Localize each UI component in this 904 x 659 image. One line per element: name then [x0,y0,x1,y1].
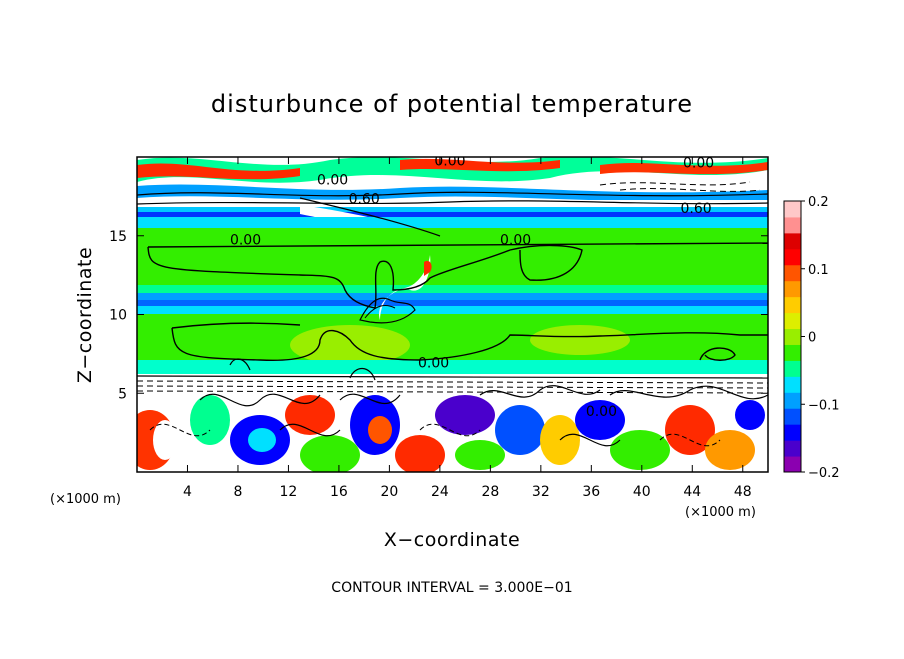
colorbar-segment [784,232,801,250]
colorbar-segment [784,424,801,441]
y-axis-title: Z−coordinate [74,247,96,383]
y-axis-ticks: 5 10 15 [109,229,768,402]
x-tick-label: 36 [582,484,600,500]
colorbar-segment [784,280,801,298]
x-tick-label: 8 [233,484,242,500]
x-tick-label: 20 [380,484,398,500]
x-axis-ticks: 4 8 12 16 20 24 28 32 36 40 44 48 [183,157,752,500]
colorbar-tick-label: −0.1 [808,398,840,413]
contour-label: 0.00 [418,355,449,371]
contour-label: 0.00 [586,404,617,420]
colorbar-tick-label: 0.1 [808,263,829,278]
x-tick-label: 12 [280,484,298,500]
x-tick-label: 44 [683,484,701,500]
colorbar-segment [784,248,801,266]
colorbar-segment [784,312,801,330]
chart-title: disturbunce of potential temperature [211,90,693,118]
colorbar-segment [784,360,801,377]
colorbar-segment [784,376,801,393]
x-unit-left-label: (×1000 m) [50,492,121,507]
contour-interval-note: CONTOUR INTERVAL = 3.000E−01 [331,580,572,596]
colorbar-segment [784,392,801,409]
x-tick-label: 32 [532,484,550,500]
x-tick-label: 48 [734,484,752,500]
colorbar-segment [784,216,801,234]
colorbar-segment [784,328,801,345]
colorbar-segment [784,201,801,218]
contour-labels: 0.000.000.000.600.600.00 0.000.000.00 [230,154,714,420]
y-tick-label: 5 [118,386,127,402]
contour-label: 0.00 [683,155,714,171]
contour-label: 0.00 [317,173,348,189]
contour-label: 0.00 [500,232,531,248]
x-axis-title: X−coordinate [384,529,520,551]
x-tick-label: 28 [481,484,499,500]
colorbar-tick-label: 0.2 [808,195,829,210]
x-tick-label: 24 [431,484,449,500]
x-unit-right-label: (×1000 m) [685,505,756,520]
colorbar-segment [784,296,801,314]
colorbar-tick-label: 0 [808,331,816,346]
x-tick-label: 16 [330,484,348,500]
contour-label: 0.00 [434,154,465,170]
y-tick-label: 15 [109,229,127,245]
x-tick-label: 40 [633,484,651,500]
colorbar: 0.2 0.1 0 −0.1 −0.2 [783,195,840,481]
contour-label: 0.60 [349,192,380,208]
colorbar-segment [784,264,801,282]
plot-area [137,157,768,472]
colorbar-segment [784,344,801,361]
y-tick-label: 10 [109,308,127,324]
contour-label: 0.60 [680,201,711,217]
colorbar-tick-label: −0.2 [808,466,840,481]
colorbar-segment [784,440,801,457]
contour-label: 0.00 [230,232,261,248]
colorbar-segment [784,408,801,425]
x-tick-label: 4 [183,484,192,500]
colorbar-segment [784,456,801,473]
